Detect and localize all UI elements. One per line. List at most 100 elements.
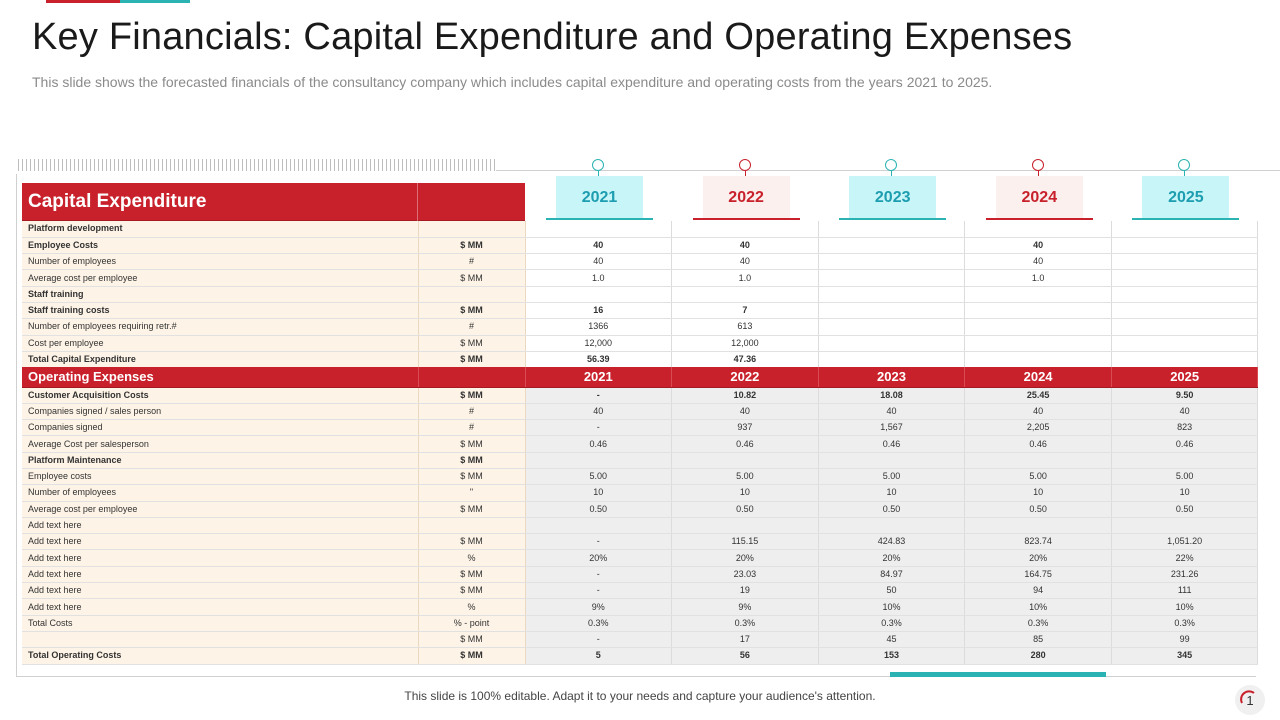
- page-number-badge[interactable]: 1: [1235, 685, 1265, 715]
- year-header-cell: 2025: [1111, 367, 1259, 388]
- row-unit: % - point: [418, 615, 526, 632]
- row-unit: $ MM: [418, 237, 526, 255]
- value-cell: 0.3%: [964, 615, 1112, 632]
- value-cell: 5.00: [818, 468, 966, 486]
- value-cell: [964, 302, 1112, 320]
- value-cell: 345: [1111, 647, 1259, 665]
- year-underline: [546, 218, 653, 220]
- row-label: Average Cost per salesperson: [22, 435, 419, 453]
- table-row: Add text here% 9% 9% 10% 10% 10%: [22, 598, 1259, 616]
- value-cell: 10: [964, 484, 1112, 502]
- row-unit: #: [418, 253, 526, 271]
- timeline-stem: [744, 171, 746, 176]
- value-cell: [525, 517, 673, 535]
- row-unit: [418, 517, 526, 535]
- row-label: Average cost per employee: [22, 269, 419, 287]
- row-label: Platform development: [22, 221, 419, 238]
- row-label: [22, 631, 419, 649]
- value-cell: [671, 286, 819, 303]
- value-cell: -: [525, 631, 673, 649]
- row-label: Add text here: [22, 533, 419, 551]
- value-cell: 19: [671, 582, 819, 600]
- value-cell: [671, 452, 819, 469]
- value-cell: 1,567: [818, 419, 966, 437]
- value-cell: 823: [1111, 419, 1259, 437]
- value-cell: 0.46: [964, 435, 1112, 453]
- row-label: Total Capital Expenditure: [22, 351, 419, 369]
- capex-table: Platform development Employee Costs $ MM 40…: [22, 221, 1259, 369]
- row-label: Number of employees: [22, 484, 419, 502]
- page-title: Key Financials: Capital Expenditure and …: [32, 16, 1073, 58]
- table-row: Platform Maintenance $ MM: [22, 452, 1259, 469]
- value-cell: 40: [1111, 403, 1259, 421]
- timeline-dot-icon: [885, 159, 898, 171]
- value-cell: 40: [671, 237, 819, 255]
- row-label: Staff training costs: [22, 302, 419, 320]
- value-cell: 40: [525, 237, 673, 255]
- year-underline: [1132, 218, 1240, 220]
- value-cell: 9.50: [1111, 387, 1259, 404]
- table-frame-bottom: [16, 676, 1256, 677]
- row-unit: $ MM: [418, 533, 526, 551]
- timeline-stem: [1184, 171, 1186, 176]
- timeline-dot-icon: [738, 159, 751, 171]
- value-cell: 25.45: [964, 387, 1112, 404]
- value-cell: [1111, 302, 1259, 320]
- value-cell: [964, 517, 1112, 535]
- footer-note: This slide is 100% editable. Adapt it to…: [404, 689, 876, 703]
- row-label: Add text here: [22, 517, 419, 535]
- section-title: Operating Expenses: [22, 367, 419, 388]
- row-label: Number of employees requiring retr.#: [22, 318, 419, 336]
- value-cell: 0.46: [1111, 435, 1259, 453]
- table-row: Companies signed / sales person #40 40 40 40…: [22, 403, 1259, 421]
- row-label: Total Costs: [22, 615, 419, 632]
- value-cell: 280: [964, 647, 1112, 665]
- row-unit: $ MM: [418, 351, 526, 369]
- row-unit: [418, 286, 526, 303]
- value-cell: [1111, 318, 1259, 336]
- table-frame-left: [16, 174, 17, 676]
- value-cell: 12,000: [671, 335, 819, 352]
- table-row: $ MM -17 45 85 99: [22, 631, 1259, 649]
- value-cell: 50: [818, 582, 966, 600]
- value-cell: 10: [818, 484, 966, 502]
- table-row: Add text here $ MM -23.03 84.97 164.75 231.26: [22, 566, 1259, 584]
- value-cell: 12,000: [525, 335, 673, 352]
- year-header-1: 2022: [672, 159, 819, 221]
- table-row: Staff training costs $ MM 16 7: [22, 302, 1259, 320]
- value-cell: 0.50: [818, 501, 966, 518]
- capex-header: Capital Expenditure: [22, 183, 525, 221]
- row-unit: $ MM: [418, 452, 526, 469]
- value-cell: 0.46: [525, 435, 673, 453]
- table-row: Average Cost per salesperson $ MM 0.46 0.46…: [22, 435, 1259, 453]
- value-cell: 40: [525, 253, 673, 271]
- row-label: Add text here: [22, 549, 419, 567]
- year-card: 2022: [702, 176, 790, 219]
- row-unit: ": [418, 484, 526, 502]
- table-row: Add text here $ MM -19 50 94 111: [22, 582, 1259, 600]
- year-header-cell: 2024: [964, 367, 1112, 388]
- table-row: Average cost per employee $ MM 1.0 1.0 1.0: [22, 269, 1259, 287]
- value-cell: 10%: [818, 598, 966, 616]
- value-cell: [964, 335, 1112, 352]
- year-header-cell: 2022: [671, 367, 819, 388]
- value-cell: [818, 318, 966, 336]
- row-label: Employee Costs: [22, 237, 419, 255]
- row-label: Add text here: [22, 566, 419, 584]
- row-unit: $ MM: [418, 387, 526, 404]
- table-row: Staff training: [22, 286, 1259, 303]
- row-unit: #: [418, 318, 526, 336]
- table-row: Total Capital Expenditure $ MM 56.39 47.36: [22, 351, 1259, 369]
- timeline-stem: [598, 171, 599, 176]
- value-cell: [818, 351, 966, 369]
- value-cell: 20%: [818, 549, 966, 567]
- value-cell: 10.82: [671, 387, 819, 404]
- value-cell: [1111, 237, 1259, 255]
- table-row: Cost per employee $ MM 12,000 12,000: [22, 335, 1259, 352]
- value-cell: -: [525, 566, 673, 584]
- value-cell: [818, 286, 966, 303]
- value-cell: 40: [525, 403, 673, 421]
- value-cell: [1111, 221, 1259, 238]
- value-cell: 20%: [671, 549, 819, 567]
- value-cell: [1111, 253, 1259, 271]
